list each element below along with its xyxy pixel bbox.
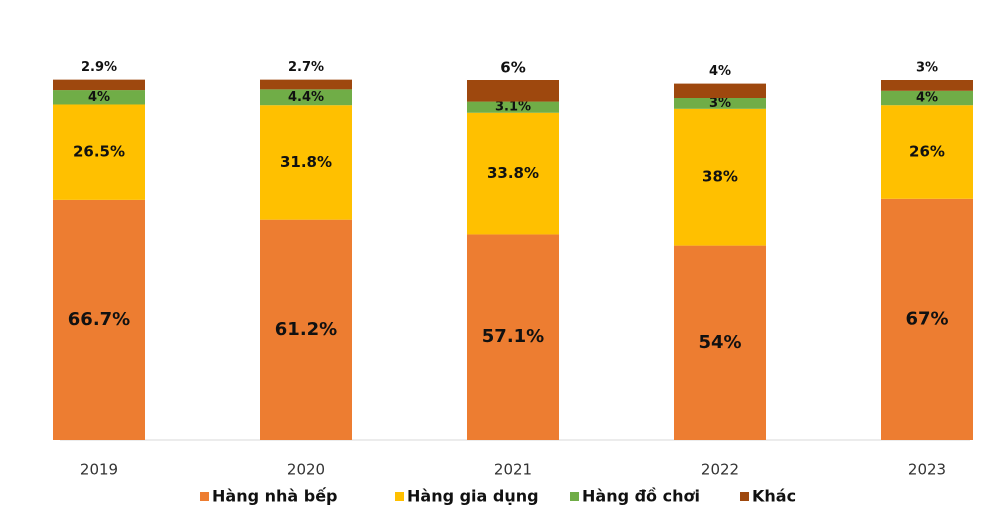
bar-segment: [881, 105, 973, 199]
legend-label: Hàng nhà bếp: [212, 487, 338, 506]
data-label: 54%: [698, 332, 741, 353]
x-tick-label: 2021: [494, 461, 532, 479]
legend-label: Khác: [752, 487, 796, 506]
bar-segment: [53, 199, 145, 440]
data-label: 3.1%: [495, 100, 531, 115]
data-label: 4%: [916, 91, 938, 106]
legend-swatch: [570, 492, 579, 501]
bar-segment: [260, 79, 352, 90]
legend-swatch: [200, 492, 209, 501]
data-label: 38%: [702, 168, 738, 186]
bar-segment: [674, 98, 766, 109]
bar-segment: [881, 90, 973, 106]
data-label: 61.2%: [275, 319, 337, 340]
legend-swatch: [740, 492, 749, 501]
data-label: 66.7%: [68, 309, 130, 330]
x-tick-label: 2019: [80, 461, 118, 479]
data-label: 3%: [916, 61, 938, 76]
bar-segment: [260, 105, 352, 220]
x-tick-label: 2022: [701, 461, 739, 479]
data-label: 6%: [500, 59, 525, 77]
x-tick-label: 2023: [908, 461, 946, 479]
bar-segment: [467, 101, 559, 113]
data-label: 57.1%: [482, 326, 544, 347]
bar-segment: [674, 108, 766, 246]
data-label: 26.5%: [73, 143, 125, 161]
bar-segment: [881, 80, 973, 91]
bar-segment: [53, 79, 145, 91]
bar-segment: [467, 112, 559, 235]
data-label: 4.4%: [288, 90, 324, 105]
bar-segment: [260, 219, 352, 440]
data-label: 33.8%: [487, 164, 539, 182]
bar-segment: [53, 104, 145, 200]
legend-swatch: [395, 492, 404, 501]
data-label: 2.7%: [288, 60, 324, 75]
bar-segment: [881, 198, 973, 440]
data-label: 3%: [709, 96, 731, 111]
legend-label: Hàng gia dụng: [407, 487, 539, 506]
data-label: 4%: [709, 64, 731, 79]
bar-segment: [53, 90, 145, 105]
bar-segment: [467, 80, 559, 102]
x-tick-label: 2020: [287, 461, 325, 479]
legend-label: Hàng đồ chơi: [582, 487, 700, 506]
data-label: 67%: [905, 308, 948, 329]
data-label: 4%: [88, 90, 110, 105]
bar-segment: [674, 83, 766, 98]
bar-segment: [467, 234, 559, 440]
data-label: 31.8%: [280, 153, 332, 171]
data-label: 26%: [909, 143, 945, 161]
bar-segment: [674, 245, 766, 440]
data-label: 2.9%: [81, 60, 117, 75]
bar-segment: [260, 89, 352, 106]
